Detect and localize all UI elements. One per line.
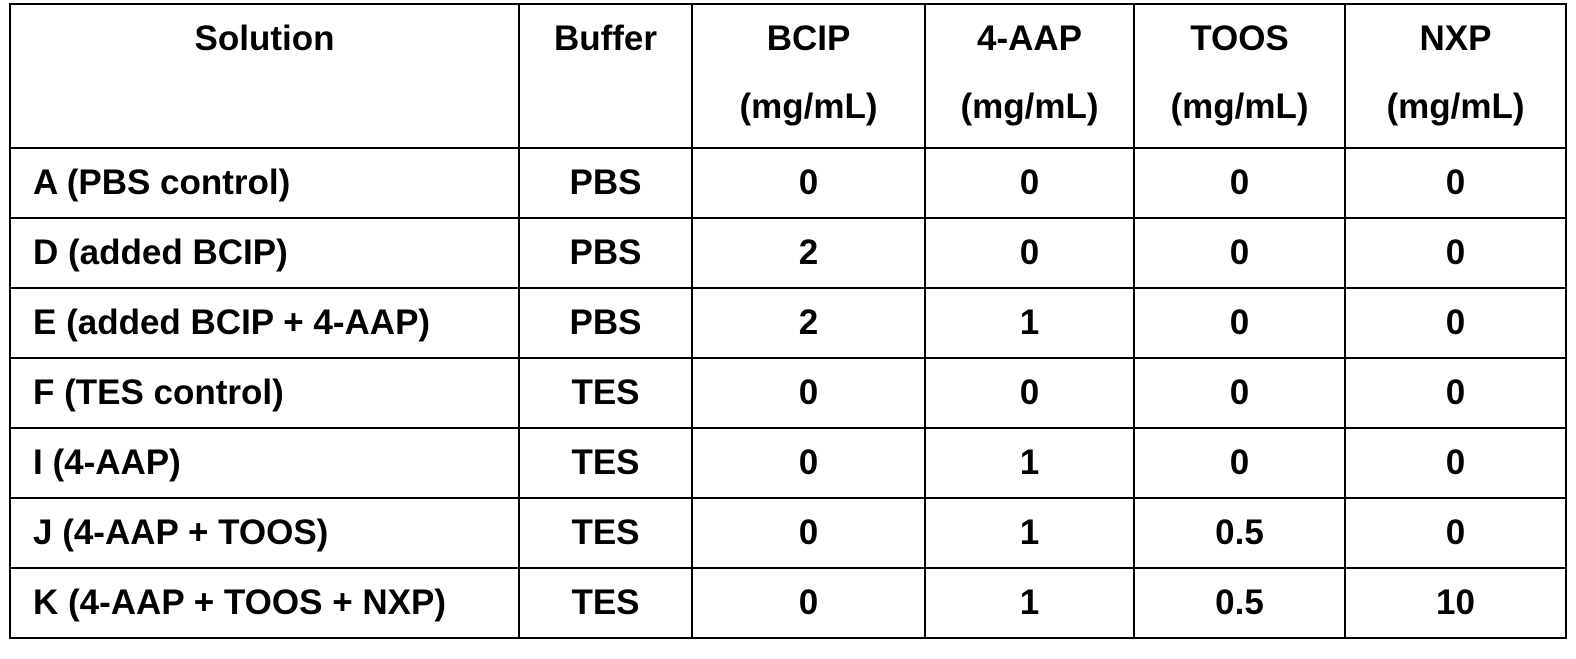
header-toos: TOOS (mg/mL) xyxy=(1134,4,1345,148)
cell-solution: E (added BCIP + 4-AAP) xyxy=(10,288,519,358)
cell-4-aap: 0 xyxy=(925,358,1134,428)
cell-bcip: 0 xyxy=(692,358,925,428)
header-bcip-unit: (mg/mL) xyxy=(693,73,924,141)
cell-toos: 0 xyxy=(1134,288,1345,358)
header-solution-label: Solution xyxy=(11,5,518,73)
table-row: A (PBS control) PBS 0 0 0 0 xyxy=(10,148,1566,218)
table-header: Solution Buffer BCIP (mg/mL) 4-AAP (mg/m… xyxy=(10,4,1566,148)
cell-nxp: 0 xyxy=(1345,428,1566,498)
cell-4-aap: 1 xyxy=(925,428,1134,498)
table-row: J (4-AAP + TOOS) TES 0 1 0.5 0 xyxy=(10,498,1566,568)
header-nxp-label: NXP xyxy=(1346,5,1565,73)
cell-toos: 0 xyxy=(1134,218,1345,288)
header-solution: Solution xyxy=(10,4,519,148)
cell-solution: A (PBS control) xyxy=(10,148,519,218)
cell-bcip: 0 xyxy=(692,568,925,638)
cell-4-aap: 1 xyxy=(925,498,1134,568)
cell-4-aap: 0 xyxy=(925,218,1134,288)
table-row: D (added BCIP) PBS 2 0 0 0 xyxy=(10,218,1566,288)
header-nxp: NXP (mg/mL) xyxy=(1345,4,1566,148)
cell-bcip: 0 xyxy=(692,148,925,218)
cell-4-aap: 0 xyxy=(925,148,1134,218)
cell-toos: 0.5 xyxy=(1134,498,1345,568)
cell-buffer: TES xyxy=(519,568,692,638)
cell-4-aap: 1 xyxy=(925,288,1134,358)
table-row: F (TES control) TES 0 0 0 0 xyxy=(10,358,1566,428)
cell-solution: D (added BCIP) xyxy=(10,218,519,288)
cell-nxp: 0 xyxy=(1345,288,1566,358)
cell-bcip: 0 xyxy=(692,428,925,498)
cell-nxp: 10 xyxy=(1345,568,1566,638)
cell-nxp: 0 xyxy=(1345,218,1566,288)
cell-solution: I (4-AAP) xyxy=(10,428,519,498)
cell-bcip: 0 xyxy=(692,498,925,568)
cell-toos: 0 xyxy=(1134,148,1345,218)
header-4-aap-label: 4-AAP xyxy=(926,5,1133,73)
table-row: E (added BCIP + 4-AAP) PBS 2 1 0 0 xyxy=(10,288,1566,358)
cell-nxp: 0 xyxy=(1345,358,1566,428)
cell-4-aap: 1 xyxy=(925,568,1134,638)
cell-toos: 0 xyxy=(1134,358,1345,428)
cell-buffer: PBS xyxy=(519,288,692,358)
cell-nxp: 0 xyxy=(1345,498,1566,568)
cell-toos: 0 xyxy=(1134,428,1345,498)
header-toos-unit: (mg/mL) xyxy=(1135,73,1344,141)
cell-solution: F (TES control) xyxy=(10,358,519,428)
cell-buffer: TES xyxy=(519,358,692,428)
cell-bcip: 2 xyxy=(692,218,925,288)
cell-buffer: PBS xyxy=(519,218,692,288)
cell-buffer: TES xyxy=(519,498,692,568)
table-row: I (4-AAP) TES 0 1 0 0 xyxy=(10,428,1566,498)
cell-solution: J (4-AAP + TOOS) xyxy=(10,498,519,568)
cell-bcip: 2 xyxy=(692,288,925,358)
header-4-aap: 4-AAP (mg/mL) xyxy=(925,4,1134,148)
cell-solution: K (4-AAP + TOOS + NXP) xyxy=(10,568,519,638)
cell-buffer: TES xyxy=(519,428,692,498)
table-body: A (PBS control) PBS 0 0 0 0 D (added BCI… xyxy=(10,148,1566,638)
header-toos-label: TOOS xyxy=(1135,5,1344,73)
header-nxp-unit: (mg/mL) xyxy=(1346,73,1565,141)
table-row: K (4-AAP + TOOS + NXP) TES 0 1 0.5 10 xyxy=(10,568,1566,638)
cell-buffer: PBS xyxy=(519,148,692,218)
solutions-table: Solution Buffer BCIP (mg/mL) 4-AAP (mg/m… xyxy=(9,3,1567,639)
cell-nxp: 0 xyxy=(1345,148,1566,218)
cell-toos: 0.5 xyxy=(1134,568,1345,638)
header-buffer: Buffer xyxy=(519,4,692,148)
header-bcip-label: BCIP xyxy=(693,5,924,73)
header-4-aap-unit: (mg/mL) xyxy=(926,73,1133,141)
header-row: Solution Buffer BCIP (mg/mL) 4-AAP (mg/m… xyxy=(10,4,1566,148)
header-buffer-label: Buffer xyxy=(520,5,691,73)
header-bcip: BCIP (mg/mL) xyxy=(692,4,925,148)
